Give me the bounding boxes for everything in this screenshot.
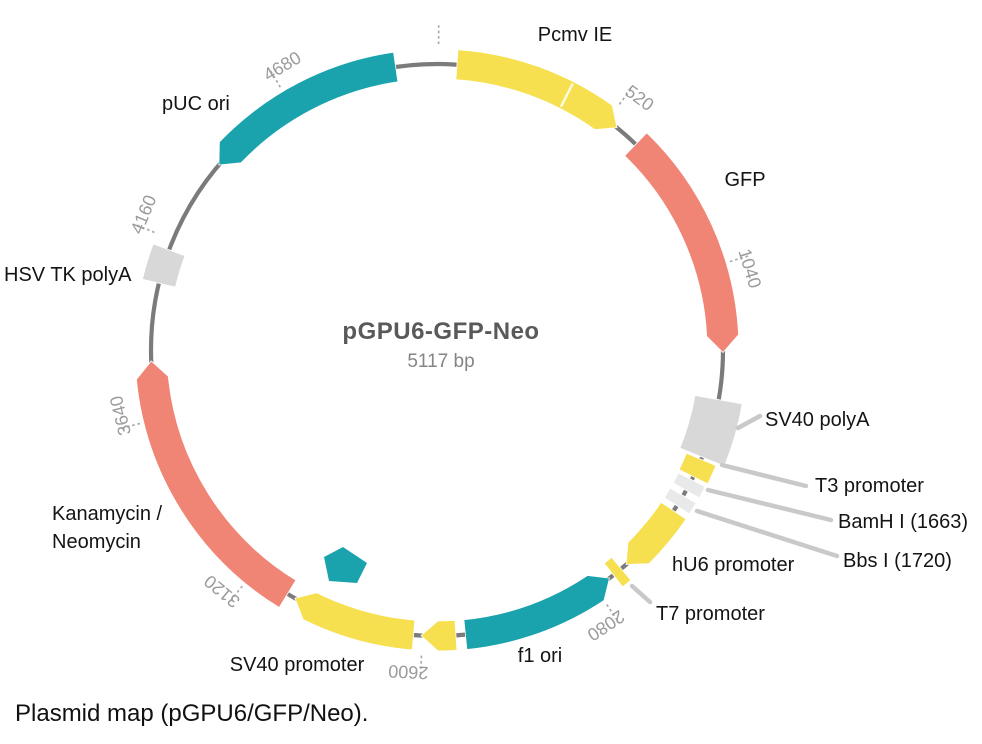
tick-label-2600: 2600	[388, 661, 429, 683]
f1-ori-label: f1 ori	[518, 645, 562, 667]
t7-promoter-feature	[603, 556, 632, 588]
tick-label-3640: 3640	[106, 394, 135, 438]
tick-mark-1040	[729, 254, 751, 263]
puc-ori-label: pUC ori	[162, 93, 230, 115]
tick-mark-4160	[134, 223, 155, 234]
tick-mark-2080	[606, 604, 620, 623]
t7-promoter-label: T7 promoter	[656, 603, 765, 625]
t3-promoter-callout	[719, 462, 809, 489]
bbsi-site-feature	[663, 487, 697, 515]
plasmid-size: 5117 bp	[407, 351, 475, 372]
pcmv-ie-label: Pcmv IE	[538, 24, 612, 46]
hsv-tk-polya-feature	[141, 243, 186, 288]
hsv-tk-polya-label: HSV TK polyA	[4, 264, 132, 286]
sv40-small-arrow-feature	[420, 619, 458, 652]
f1-ori-feature	[463, 575, 610, 650]
bamhi-label: BamH I (1663)	[838, 511, 968, 533]
bamhi-site-feature	[672, 472, 706, 499]
kanamycin-neomycin-feature	[135, 360, 297, 609]
tick-label-2080: 2080	[584, 606, 628, 645]
sv40-polya-label: SV40 polyA	[765, 409, 870, 431]
kanamycin-label: Kanamycin / Neomycin	[52, 503, 162, 553]
sv40-polya-feature	[679, 395, 743, 467]
sv40-promoter-label: SV40 promoter	[230, 654, 365, 676]
bbsi-label: Bbs I (1720)	[843, 550, 952, 572]
pcmv-ie-divider	[559, 83, 574, 108]
pcmv-ie-feature	[455, 49, 618, 131]
tick-label-4680: 4680	[260, 47, 305, 85]
gfp-feature	[624, 132, 740, 354]
bamhi-callout	[705, 487, 834, 523]
tick-mark-2600	[419, 655, 423, 677]
t3-promoter-label: T3 promoter	[815, 475, 924, 497]
sv40-promoter-feature	[294, 592, 416, 651]
hu6-promoter-feature	[625, 501, 687, 565]
gfp-label: GFP	[724, 169, 765, 191]
tick-label-520: 520	[621, 81, 657, 115]
plasmid-title: pGPU6-GFP-Neo	[342, 318, 540, 345]
pentagon-marker	[324, 547, 367, 583]
puc-ori-feature	[218, 51, 399, 166]
figure-caption: Plasmid map (pGPU6/GFP/Neo).	[15, 700, 369, 727]
tick-mark-3120	[228, 585, 244, 603]
tick-mark-4680	[268, 68, 282, 88]
sv40-polya-callout	[735, 413, 763, 431]
tick-label-4160: 4160	[127, 192, 161, 237]
hu6-promoter-label: hU6 promoter	[672, 554, 795, 576]
tick-mark-3640	[119, 422, 141, 430]
t3-promoter-feature	[678, 452, 717, 485]
t7-promoter-callout	[629, 583, 653, 605]
bbsi-callout	[694, 508, 840, 559]
tick-label-1040: 1040	[734, 246, 765, 290]
tick-mark-520	[618, 86, 633, 105]
